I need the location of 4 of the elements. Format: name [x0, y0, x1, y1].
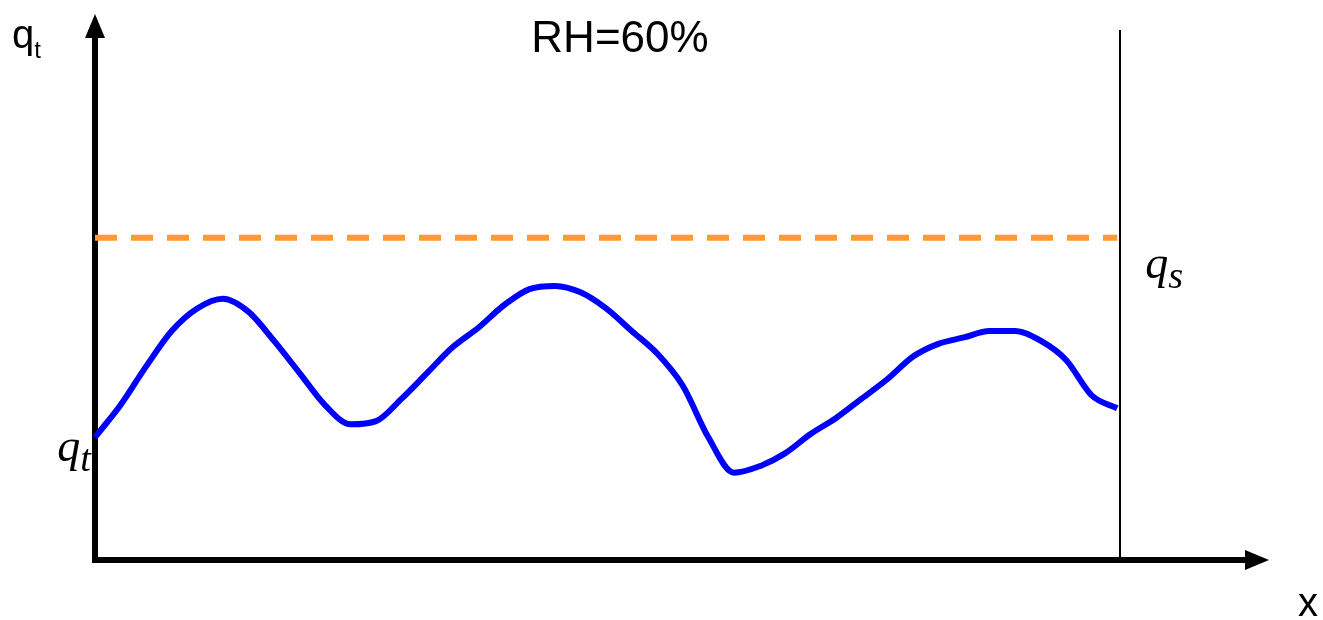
x-axis-title: x — [1298, 580, 1318, 620]
series-label: q$_{t}$ — [57, 420, 91, 480]
chart-title: RH=60% — [531, 12, 709, 61]
series-label: q$_{s}$ — [1145, 236, 1184, 296]
